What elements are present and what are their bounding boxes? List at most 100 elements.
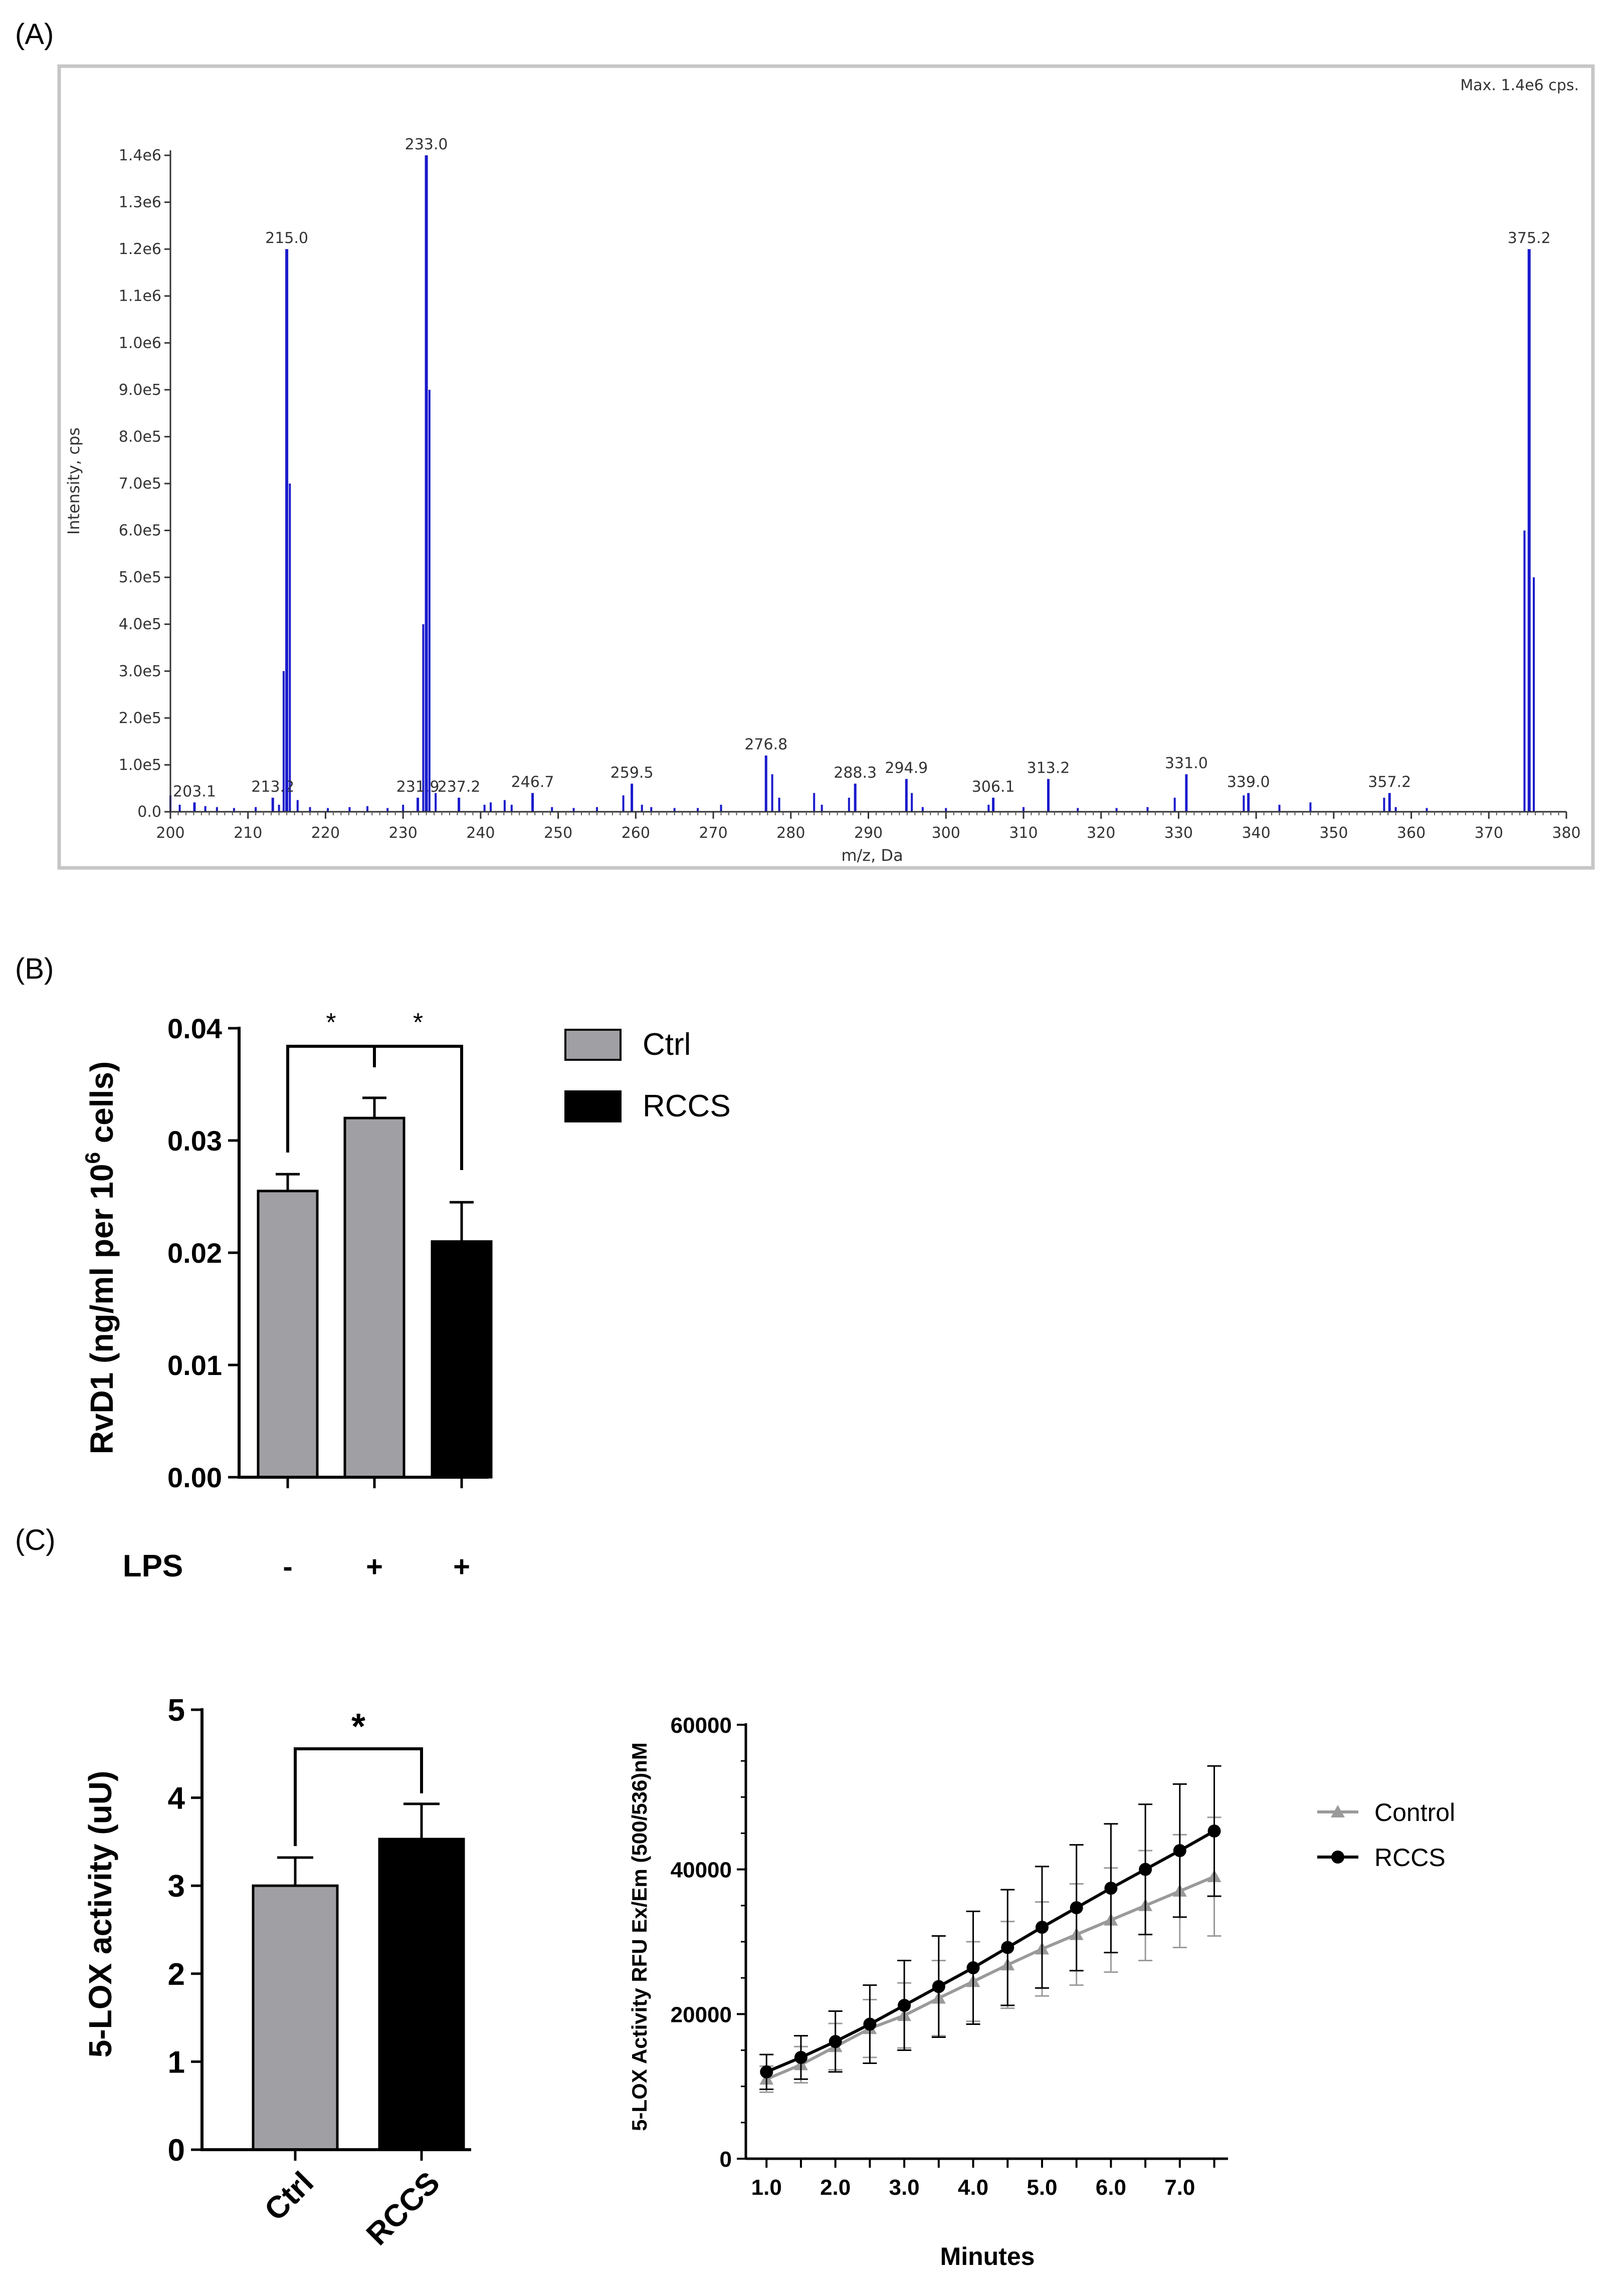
kinetics-point xyxy=(1139,1863,1152,1876)
y-axis-label: Intensity, cps xyxy=(64,427,83,535)
significance-bracket xyxy=(373,1045,463,1170)
x-tick-label: 380 xyxy=(1552,824,1580,842)
significance-star: * xyxy=(326,1008,336,1037)
y-tick-label: 8.0e5 xyxy=(119,428,161,445)
x-tick-label: 330 xyxy=(1164,824,1193,842)
rvd1-y-axis-label: RvD1 (ng/ml per 106 cells) xyxy=(81,1061,120,1455)
peak-label: 331.0 xyxy=(1165,755,1208,772)
x-tick-label: 260 xyxy=(622,824,650,842)
lox-y-tick-label: 2 xyxy=(168,1957,185,1992)
panel-label-b: (B) xyxy=(15,953,54,985)
panel-label-a: (A) xyxy=(15,18,54,51)
y-tick-label: 2.0e5 xyxy=(119,710,161,727)
peak-label: 313.2 xyxy=(1027,760,1070,777)
y-tick-label: 1.2e6 xyxy=(119,241,161,258)
rvd1-bar xyxy=(431,1240,493,1479)
lps-condition-label: - xyxy=(283,1550,292,1583)
y-tick-label: 1.0e6 xyxy=(119,334,161,352)
x-tick-label: 250 xyxy=(544,824,572,842)
rvd1-y-tick-label: 0.04 xyxy=(167,1013,222,1044)
x-tick-label: 270 xyxy=(699,824,727,842)
peak-label: 203.1 xyxy=(173,783,216,800)
y-tick-label: 7.0e5 xyxy=(119,475,161,493)
significance-star: * xyxy=(351,1707,365,1747)
legend-marker xyxy=(1331,1805,1345,1817)
lox-y-tick-label: 0 xyxy=(168,2133,185,2168)
lox-bar xyxy=(252,1884,339,2151)
kinetics-x-tick-label: 3.0 xyxy=(889,2175,919,2200)
kinetics-x-tick-label: 1.0 xyxy=(751,2175,782,2200)
x-tick-label: 300 xyxy=(932,824,960,842)
peak-label: 306.1 xyxy=(972,778,1015,796)
kinetics-x-tick-label: 6.0 xyxy=(1096,2175,1126,2200)
x-tick-label: 360 xyxy=(1397,824,1426,842)
spectrum-frame xyxy=(57,64,1595,870)
legend-marker xyxy=(1331,1851,1344,1864)
peak-label: 215.0 xyxy=(265,229,308,247)
peak-label: 339.0 xyxy=(1227,774,1270,791)
peak-label: 357.2 xyxy=(1368,774,1411,791)
lps-condition-label: + xyxy=(453,1550,470,1583)
y-tick-label: 3.0e5 xyxy=(119,662,161,680)
peak-label: 237.2 xyxy=(438,778,481,796)
lox-y-tick-label: 5 xyxy=(168,1693,185,1728)
rvd1-y-tick-label: 0.00 xyxy=(167,1462,222,1493)
significance-star: * xyxy=(413,1008,423,1037)
x-tick-label: 320 xyxy=(1087,824,1115,842)
x-axis-label: m/z, Da xyxy=(841,846,903,865)
peak-label: 259.5 xyxy=(611,764,654,782)
kinetics-point xyxy=(1104,1882,1118,1895)
y-tick-label: 1.0e5 xyxy=(119,756,161,774)
kinetics-point xyxy=(794,2050,807,2064)
legend-swatch xyxy=(564,1090,622,1122)
lox-y-tick-label: 1 xyxy=(168,2045,185,2080)
kinetics-point xyxy=(966,1961,980,1974)
kinetics-y-tick-label: 20000 xyxy=(671,2002,732,2027)
kinetics-y-tick-label: 60000 xyxy=(671,1713,732,1738)
peak-label: 246.7 xyxy=(511,774,554,791)
kinetics-point xyxy=(1035,1921,1049,1934)
kinetics-x-tick-label: 5.0 xyxy=(1027,2175,1057,2200)
legend-label: RCCS xyxy=(1374,1844,1446,1872)
kinetics-point xyxy=(932,1980,945,1993)
x-tick-label: 200 xyxy=(156,824,184,842)
peak-label: 231.9 xyxy=(396,778,440,796)
lox-y-tick-label: 3 xyxy=(168,1869,185,1904)
kinetics-y-axis-label: 5-LOX Activity RFU Ex/Em (500/536)nM xyxy=(628,1742,651,2131)
kinetics-point xyxy=(863,2017,877,2031)
legend-label: Control xyxy=(1374,1798,1455,1826)
x-tick-label: 310 xyxy=(1009,824,1038,842)
legend-label: RCCS xyxy=(643,1089,731,1123)
x-tick-label: 210 xyxy=(234,824,262,842)
kinetics-point xyxy=(1173,1844,1186,1858)
rvd1-y-tick-label: 0.03 xyxy=(167,1125,222,1157)
legend-label: Ctrl xyxy=(643,1027,691,1062)
significance-bracket xyxy=(294,1747,423,1847)
rvd1-bar xyxy=(257,1190,319,1479)
x-tick-label: 220 xyxy=(311,824,340,842)
kinetics-point xyxy=(898,1999,911,2012)
kinetics-x-tick-label: 7.0 xyxy=(1164,2175,1195,2200)
kinetics-point xyxy=(760,2065,773,2079)
kinetics-y-tick-label: 40000 xyxy=(671,1858,732,1883)
x-tick-label: 370 xyxy=(1475,824,1503,842)
lox-y-tick-label: 4 xyxy=(168,1781,185,1816)
y-tick-label: 1.1e6 xyxy=(119,288,161,305)
rvd1-y-tick-label: 0.01 xyxy=(167,1349,222,1381)
kinetics-x-axis-label: Minutes xyxy=(940,2242,1035,2270)
x-tick-label: 230 xyxy=(389,824,418,842)
lps-row-label: LPS xyxy=(123,1549,183,1583)
y-tick-label: 6.0e5 xyxy=(119,522,161,540)
kinetics-y-tick-label: 0 xyxy=(720,2147,732,2172)
x-tick-label: 280 xyxy=(776,824,805,842)
y-tick-label: 4.0e5 xyxy=(119,616,161,633)
kinetics-point xyxy=(1207,1824,1221,1838)
lps-condition-label: + xyxy=(366,1550,383,1583)
peak-label: 233.0 xyxy=(405,136,448,153)
y-tick-label: 1.4e6 xyxy=(119,147,161,164)
peak-label: 375.2 xyxy=(1508,229,1551,247)
